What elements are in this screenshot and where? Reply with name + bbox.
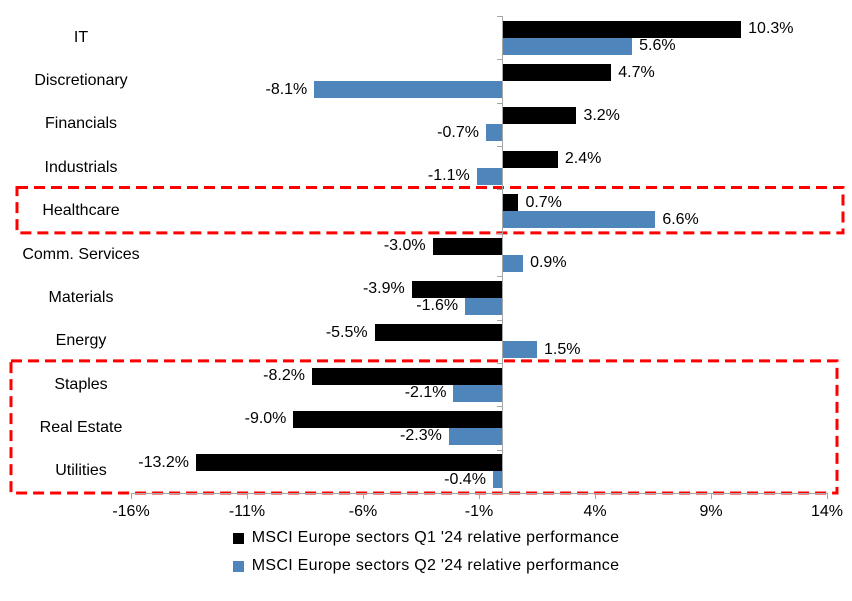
category-label-industrials: Industrials: [44, 158, 118, 176]
bar-q1-real-estate: [293, 410, 503, 428]
value-label-q2-staples: -2.1%: [404, 384, 447, 402]
x-axis-tick-label-4: 4%: [583, 503, 607, 520]
bar-q2-discretionary: [314, 81, 503, 99]
bar-q1-comm-services: [432, 237, 503, 255]
x-axis-tick-label-1: -1%: [464, 503, 494, 520]
legend-swatch-q1-icon: [232, 532, 244, 544]
x-axis-tick-mark: [711, 493, 712, 499]
value-label-q2-it: 5.6%: [639, 37, 676, 55]
bar-q2-energy: [502, 341, 537, 359]
value-label-q2-discretionary: -8.1%: [265, 80, 308, 98]
bar-q1-healthcare: [502, 194, 519, 212]
bar-q1-financials: [502, 107, 577, 125]
value-label-q2-materials: -1.6%: [416, 297, 459, 315]
legend: MSCI Europe sectors Q1 '24 relative perf…: [0, 528, 852, 576]
category-label-it: IT: [73, 28, 89, 46]
category-tick-mark: [497, 16, 503, 17]
x-axis-tick-mark: [247, 493, 248, 499]
bar-q1-industrials: [502, 150, 558, 168]
value-label-q1-financials: 3.2%: [583, 106, 620, 124]
category-tick-mark: [497, 59, 503, 61]
x-axis-tick-label-14: 14%: [810, 503, 844, 520]
legend-label-q1: MSCI Europe sectors Q1 '24 relative perf…: [251, 529, 620, 546]
category-tick-mark: [497, 493, 503, 494]
bar-q2-materials: [465, 297, 503, 315]
category-label-discretionary: Discretionary: [34, 72, 128, 90]
bar-q2-real-estate: [448, 427, 503, 445]
value-label-q2-financials: -0.7%: [437, 123, 479, 141]
category-tick-mark: [497, 189, 503, 191]
category-label-materials: Materials: [48, 288, 114, 306]
category-tick-mark: [497, 406, 503, 408]
bar-q2-it: [502, 37, 633, 55]
bar-q1-materials: [411, 280, 503, 298]
value-label-q1-it: 10.3%: [748, 20, 794, 38]
value-label-q2-comm-services: 0.9%: [530, 254, 567, 272]
bar-q2-staples: [453, 384, 503, 402]
category-label-real-estate: Real Estate: [39, 418, 123, 436]
value-label-q2-energy: 1.5%: [544, 340, 581, 358]
x-axis-tick-mark: [595, 493, 596, 499]
value-label-q1-materials: -3.9%: [362, 280, 405, 298]
value-label-q1-comm-services: -3.0%: [383, 237, 426, 255]
bar-q2-healthcare: [502, 211, 656, 229]
value-label-q1-staples: -8.2%: [263, 367, 305, 385]
value-label-q1-industrials: 2.4%: [564, 150, 602, 168]
bar-q1-energy: [374, 324, 503, 342]
value-label-q1-energy: -5.5%: [325, 323, 368, 341]
x-axis-tick-mark: [131, 493, 132, 499]
bar-q1-it: [502, 20, 742, 38]
category-tick-mark: [497, 276, 503, 278]
category-tick-mark: [497, 319, 503, 321]
category-tick-mark: [497, 232, 503, 234]
category-label-comm-services: Comm. Services: [22, 245, 140, 263]
category-tick-mark: [497, 102, 503, 104]
value-label-q1-real-estate: -9.0%: [244, 410, 287, 428]
value-label-q1-healthcare: 0.7%: [525, 193, 562, 211]
x-axis-tick-label-9: 9%: [699, 503, 723, 520]
x-axis-tick-mark: [827, 493, 828, 499]
value-label-q1-discretionary: 4.7%: [618, 63, 655, 81]
category-label-healthcare: Healthcare: [42, 202, 120, 220]
category-label-staples: Staples: [54, 375, 108, 393]
category-label-financials: Financials: [44, 115, 118, 133]
bar-q2-comm-services: [502, 254, 524, 272]
bar-q2-financials: [485, 124, 503, 142]
category-tick-mark: [497, 449, 503, 451]
y-axis-line: [502, 16, 504, 493]
category-tick-mark: [497, 362, 503, 364]
category-tick-mark: [497, 146, 503, 148]
category-label-energy: Energy: [55, 332, 107, 350]
x-axis-tick-mark: [479, 493, 480, 499]
legend-item-q2: MSCI Europe sectors Q2 '24 relative perf…: [232, 556, 620, 576]
value-label-q2-healthcare: 6.6%: [662, 210, 699, 228]
legend-item-q1: MSCI Europe sectors Q1 '24 relative perf…: [232, 528, 620, 548]
x-axis-tick-label-6: -6%: [348, 503, 378, 520]
value-label-q2-industrials: -1.1%: [427, 167, 470, 185]
bar-q1-discretionary: [502, 64, 612, 82]
x-axis-tick-label-11: -11%: [228, 503, 266, 520]
value-label-q1-utilities: -13.2%: [138, 453, 189, 471]
value-label-q2-real-estate: -2.3%: [400, 427, 442, 445]
legend-label-q2: MSCI Europe sectors Q2 '24 relative perf…: [251, 557, 620, 574]
category-label-utilities: Utilities: [55, 462, 107, 480]
bar-q2-utilities: [492, 471, 503, 489]
x-axis-tick-label-16: -16%: [112, 503, 150, 520]
bar-q1-utilities: [195, 454, 503, 472]
value-label-q2-utilities: -0.4%: [444, 470, 486, 488]
bar-q2-industrials: [476, 167, 503, 185]
x-axis-tick-mark: [363, 493, 364, 499]
legend-swatch-q2-icon: [232, 560, 244, 572]
bar-q1-staples: [311, 367, 503, 385]
